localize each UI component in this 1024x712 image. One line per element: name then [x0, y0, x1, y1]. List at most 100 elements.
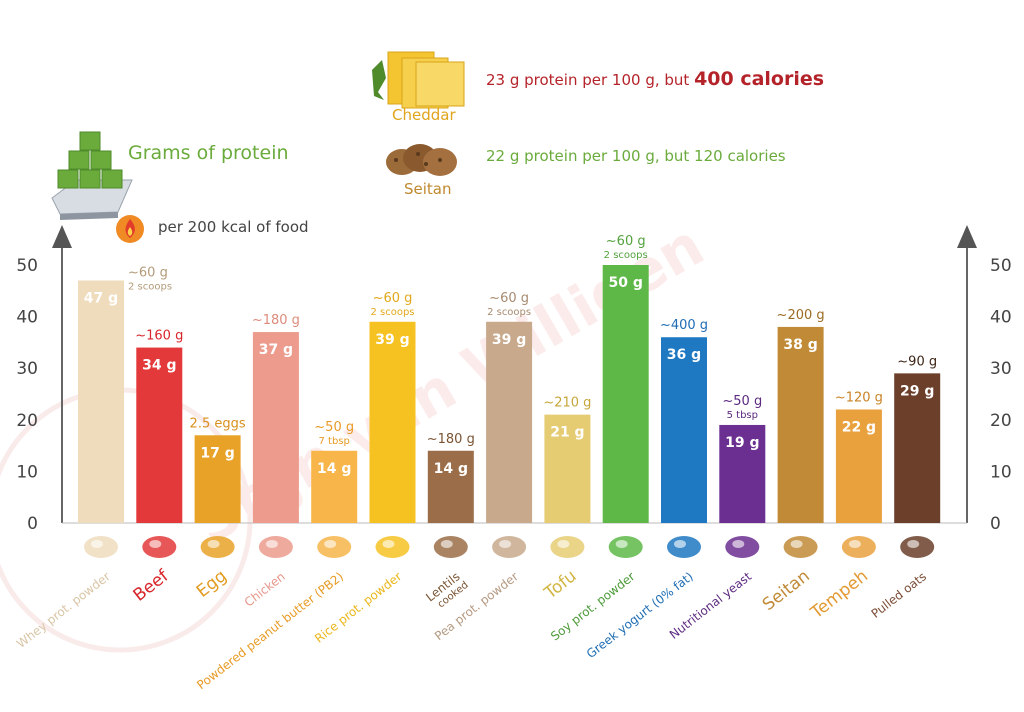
bar-soy-prot-powder — [602, 265, 649, 523]
bar-value-label: 34 g — [142, 358, 176, 374]
x-category-labels: Whey prot. powder Beef Egg ChickenPowdered … — [14, 566, 929, 693]
amount-label: ~60 g — [373, 291, 413, 306]
bar-value-label: 47 g — [84, 290, 118, 306]
amount-note: 2 scoops — [128, 281, 172, 292]
legend-title: Grams of protein — [128, 142, 289, 164]
amount-note: 2 scoops — [604, 250, 648, 261]
y-axis-right — [957, 225, 977, 523]
amount-label: ~60 g — [128, 265, 168, 280]
amount-label: ~180 g — [427, 432, 475, 447]
category-label-tempeh: Tempeh — [806, 566, 872, 623]
flame-icon — [116, 215, 144, 243]
amount-label: ~400 g — [660, 318, 708, 333]
chicken-breast-icon — [258, 536, 293, 558]
y-tick-right-30: 30 — [990, 359, 1012, 379]
bar-value-label: 14 g — [434, 461, 468, 477]
bar-chicken — [252, 332, 299, 523]
amount-label: 2.5 eggs — [190, 416, 246, 431]
bar-value-label: 22 g — [842, 419, 876, 435]
bar-value-label: 17 g — [200, 445, 234, 461]
bar-rice-prot-powder — [369, 321, 416, 523]
pulled-oats-icon — [900, 536, 935, 558]
protein-cubes-scale-icon — [51, 131, 133, 220]
bar-egg — [194, 435, 241, 523]
amount-label: ~210 g — [543, 396, 591, 411]
cheddar-slices-icon — [372, 51, 465, 109]
bar-greek-yogurt-0-fat — [661, 337, 707, 523]
bar-whey-prot-powder — [78, 280, 124, 523]
y-tick-right-20: 20 — [990, 411, 1012, 431]
amount-label: ~160 g — [135, 329, 183, 344]
legend-subtitle: per 200 kcal of food — [158, 218, 309, 236]
bar-value-label: 29 g — [900, 383, 934, 399]
y-tick-left-20: 20 — [16, 411, 38, 431]
bar-value-label: 21 g — [550, 425, 584, 441]
yogurt-cup-icon — [667, 536, 701, 558]
bar-value-label: 37 g — [259, 342, 293, 358]
lentils-icon — [433, 536, 468, 558]
soy-powder-scoop-icon — [608, 536, 643, 558]
bar-seitan — [777, 326, 824, 523]
amount-label: ~50 g — [722, 394, 762, 409]
seitan-pieces-icon-legend — [386, 144, 457, 176]
rice-powder-scoop-icon — [375, 536, 410, 558]
bar-value-label: 50 g — [609, 275, 643, 291]
bar-value-label: 36 g — [667, 347, 701, 363]
amount-label: ~120 g — [835, 390, 883, 405]
pea-powder-scoop-icon — [492, 536, 527, 558]
bar-nutritional-yeast — [719, 424, 766, 523]
seitan-pieces-icon — [783, 536, 818, 558]
amount-label: ~60 g — [489, 291, 529, 306]
y-tick-right-10: 10 — [990, 462, 1012, 482]
cheddar-calories: 400 calories — [694, 68, 825, 90]
y-axis-left — [52, 225, 72, 523]
bar-pulled-oats — [894, 373, 941, 523]
raw-beef-icon — [142, 536, 177, 558]
amount-label: ~180 g — [252, 313, 300, 328]
bar-powdered-peanut-butter-pb2 — [311, 450, 358, 523]
pb2-jar-icon — [317, 536, 352, 558]
category-label-pulled-oats: Pulled oats — [869, 569, 929, 621]
category-label-greek-yogurt-0-fat: Greek yogurt (0% fat) — [584, 569, 696, 661]
seitan-label: Seitan — [404, 180, 452, 198]
fried-egg-icon — [200, 536, 235, 558]
bar-value-label: 14 g — [317, 461, 351, 477]
bar-value-label: 39 g — [492, 332, 526, 348]
y-tick-left-50: 50 — [16, 256, 38, 276]
bar-tofu — [544, 414, 591, 523]
whey-powder-scoop-icon — [84, 536, 118, 558]
y-tick-left-0: 0 — [27, 514, 38, 534]
y-tick-right-50: 50 — [990, 256, 1012, 276]
food-icons — [84, 536, 935, 558]
amount-label: ~60 g — [606, 234, 646, 249]
bar-pea-prot-powder — [486, 321, 533, 523]
legend-subtitle-text: per 200 kcal of food — [158, 218, 309, 236]
tempeh-slices-icon — [841, 536, 876, 558]
tofu-block-icon — [550, 536, 585, 558]
amount-note: 5 tbsp — [727, 410, 758, 421]
y-tick-left-40: 40 — [16, 308, 38, 328]
y-tick-right-0: 0 — [990, 514, 1001, 534]
category-label-tofu: Tofu — [540, 566, 580, 604]
y-tick-left-10: 10 — [16, 462, 38, 482]
bar-lentils — [427, 450, 474, 523]
category-label-seitan: Seitan — [759, 566, 814, 615]
category-label-chicken: Chicken — [242, 569, 288, 609]
bar-value-label: 19 g — [725, 435, 759, 451]
amount-label: ~90 g — [897, 354, 937, 369]
y-ticks-right: 0 10 20 30 40 50 — [990, 256, 1012, 534]
cheddar-label: Cheddar — [392, 106, 456, 124]
legend-title-text: Grams of protein — [128, 142, 289, 164]
yeast-flakes-icon — [725, 536, 760, 558]
bar-beef — [136, 347, 183, 523]
category-label-beef: Beef — [130, 566, 174, 606]
amount-note: 2 scoops — [487, 307, 531, 318]
bar-tempeh — [835, 409, 882, 523]
bar-value-label: 38 g — [783, 337, 817, 353]
bar-value-label: 39 g — [375, 332, 409, 348]
amount-note: 7 tbsp — [319, 436, 350, 447]
amount-label: ~50 g — [314, 420, 354, 435]
cheddar-text: 23 g protein per 100 g, but — [486, 71, 695, 89]
